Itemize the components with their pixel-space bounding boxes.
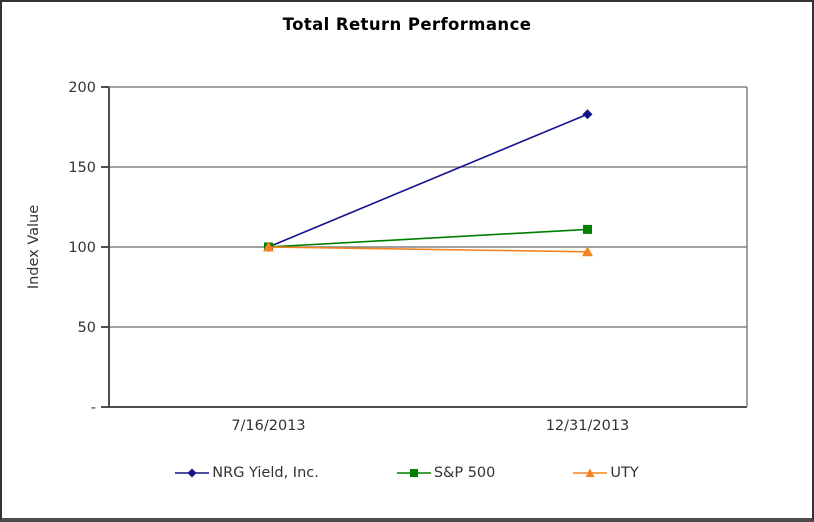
legend-marker-square-icon	[396, 469, 431, 477]
series-line-2	[268, 246, 588, 253]
y-tick-label: 100	[68, 240, 96, 256]
legend-square-glyph	[409, 469, 418, 477]
legend-label: UTY	[610, 465, 639, 481]
y-tick-label: -	[91, 400, 96, 416]
legend-marker-diamond-icon	[175, 468, 210, 478]
legend-item-1: S&P 500	[396, 465, 496, 481]
series-2-marker-triangle-icon	[582, 246, 593, 257]
x-tick-label: 7/16/2013	[231, 418, 305, 434]
legend-diamond-glyph	[187, 468, 197, 478]
legend-item-2: UTY	[573, 465, 639, 481]
y-tick-label: 150	[68, 160, 96, 176]
legend-triangle-glyph	[585, 468, 595, 477]
y-axis-title: Index Value	[26, 205, 42, 289]
series-0-marker-diamond-icon	[582, 109, 593, 120]
series-1-marker-square-icon	[583, 224, 592, 234]
plot-area: - 50 100 150 200 7/16/2013 12/31/2013 Index Val…	[26, 80, 748, 434]
legend-label: S&P 500	[433, 465, 496, 481]
chart-title: Total Return Performance	[282, 15, 532, 34]
legend-item-0: NRG Yield, Inc.	[175, 465, 319, 481]
legend: NRG Yield, Inc. S&P 500 UTY	[2, 460, 812, 486]
legend-marker-triangle-icon	[573, 468, 608, 477]
y-tick-label: 200	[68, 80, 96, 96]
x-tick-label: 12/31/2013	[546, 418, 630, 434]
series-line-0	[268, 113, 588, 248]
y-tick-label: 50	[78, 320, 96, 336]
legend-label: NRG Yield, Inc.	[212, 465, 319, 481]
series-2-marker-triangle-icon	[263, 241, 274, 252]
series-line-1	[268, 228, 588, 248]
